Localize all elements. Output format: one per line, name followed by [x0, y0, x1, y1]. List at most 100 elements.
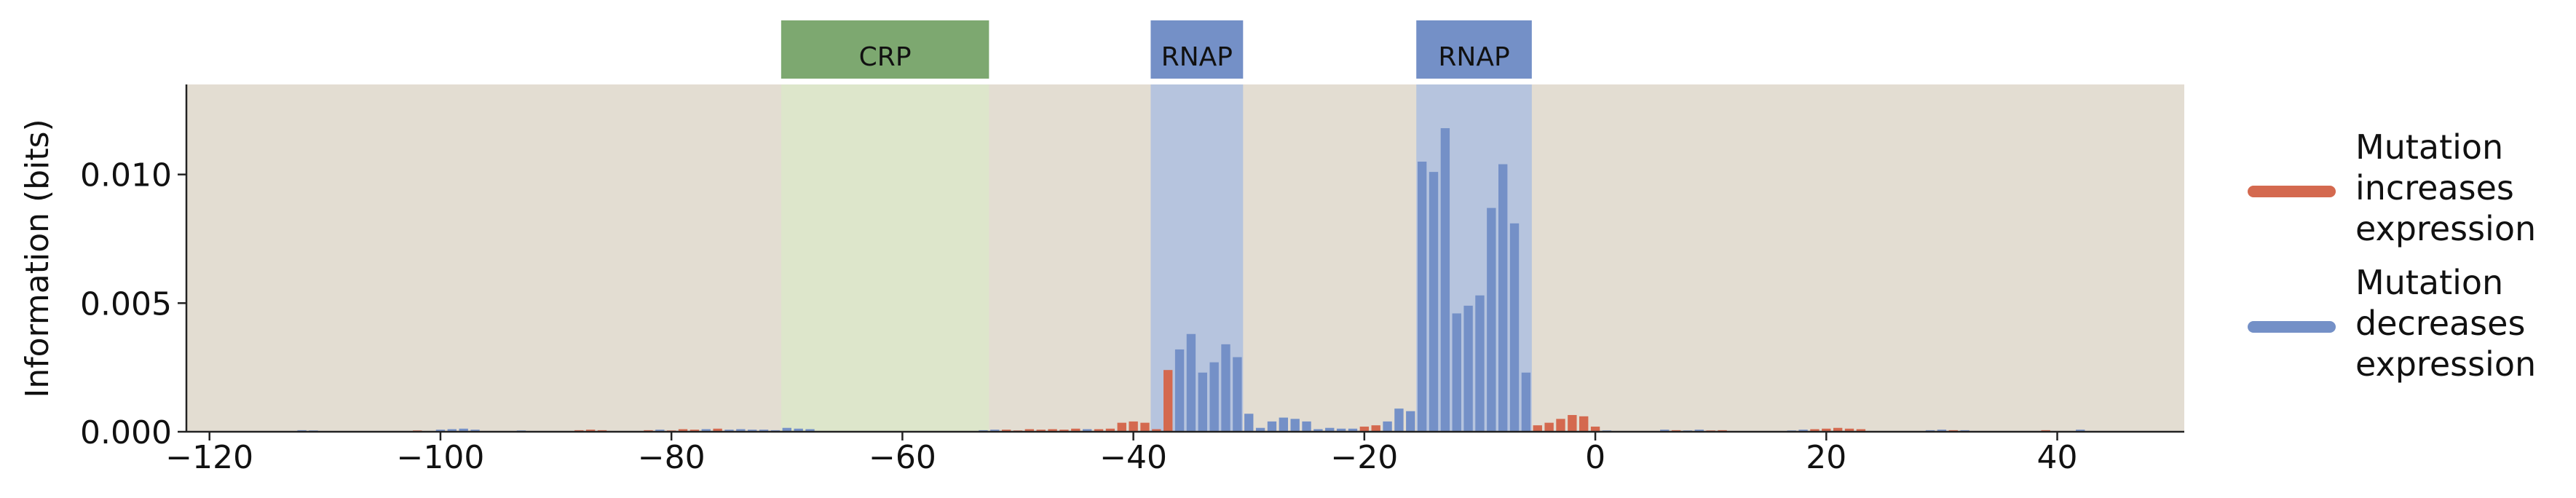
bar-decrease--68: [805, 429, 815, 432]
legend-label-increase: expression: [2355, 209, 2536, 248]
bar-increase--87: [585, 430, 596, 432]
bar-decrease--18: [1383, 421, 1392, 432]
bar-decrease--15: [1417, 162, 1427, 432]
bar-increase--37: [1163, 370, 1173, 432]
bar-decrease--69: [794, 428, 803, 432]
bar-decrease--72: [759, 430, 769, 432]
region-header-rnap-1: [1150, 20, 1244, 79]
region-label-rnap-1: RNAP: [1161, 42, 1233, 72]
bar-decrease--77: [701, 429, 711, 432]
bar-increase--3: [1556, 419, 1565, 432]
x-tick-label: −40: [1099, 439, 1167, 476]
bar-increase--40: [1129, 421, 1138, 432]
bar-decrease--26: [1290, 419, 1300, 432]
bar-decrease--12: [1452, 313, 1461, 432]
bar-decrease--22: [1336, 428, 1346, 432]
bar-decrease--24: [1313, 429, 1323, 432]
bars: [297, 128, 2085, 432]
bar-decrease--7: [1509, 223, 1520, 432]
bar-increase--42: [1105, 428, 1115, 432]
bar-increase-21: [1833, 427, 1843, 432]
legend-label-decrease: Mutation: [2355, 263, 2503, 302]
region-label-crp-0: CRP: [859, 42, 912, 72]
y-tick-label: 0.005: [80, 285, 172, 323]
bar-decrease--25: [1302, 421, 1311, 432]
bar-increase--78: [690, 430, 700, 432]
bar-increase-0: [1590, 426, 1600, 432]
bar-increase-22: [1844, 428, 1854, 432]
bar-decrease--97: [470, 430, 480, 432]
bar-decrease-30: [1937, 430, 1947, 432]
x-tick-label: −80: [638, 439, 706, 476]
bar-decrease-6: [1660, 430, 1670, 432]
bar-increase--48: [1036, 430, 1046, 432]
bar-decrease--23: [1325, 427, 1335, 432]
bar-decrease-42: [2076, 430, 2085, 432]
legend-label-increase: increases: [2355, 168, 2514, 208]
legend-label-decrease: expression: [2355, 344, 2536, 384]
x-tick-label: −100: [397, 439, 485, 476]
region-header-rnap-2: [1416, 20, 1532, 79]
bar-increase--5: [1533, 425, 1542, 432]
y-tick-label: 0.000: [80, 414, 172, 451]
bar-decrease-9: [1694, 430, 1704, 432]
bar-decrease--34: [1198, 372, 1207, 432]
x-axis: −120 −100 −80 −60 −40 −20 0 20 40: [165, 430, 2184, 476]
bar-increase--51: [1001, 430, 1011, 432]
bar-decrease--17: [1394, 408, 1404, 432]
bar-decrease--35: [1186, 333, 1196, 432]
bar-decrease--52: [990, 430, 1000, 432]
bar-decrease--73: [748, 430, 757, 432]
x-tick-label: −60: [869, 439, 936, 476]
bar-decrease--29: [1255, 427, 1265, 432]
bar-increase--41: [1117, 422, 1126, 432]
bar-increase-19: [1810, 429, 1820, 432]
legend-label-increase: Mutation: [2355, 127, 2503, 167]
bar-decrease--31: [1233, 357, 1242, 432]
region-headers: CRP RNAP RNAP: [781, 20, 1532, 79]
bar-decrease--75: [724, 430, 734, 432]
bar-increase--20: [1359, 426, 1370, 432]
bar-decrease--98: [459, 428, 468, 432]
bar-increase--46: [1059, 430, 1069, 432]
y-tick-label: 0.010: [80, 157, 172, 194]
region-header-crp-0: [781, 20, 989, 79]
bar-decrease--33: [1209, 362, 1219, 432]
bar-decrease--8: [1498, 164, 1508, 432]
y-axis-title: Information (bits): [19, 119, 56, 398]
bar-increase--76: [713, 428, 722, 432]
bar-decrease--21: [1348, 428, 1358, 432]
bar-decrease--81: [655, 430, 665, 432]
y-axis: 0.000 0.005 0.010: [80, 84, 188, 451]
bar-increase--49: [1024, 429, 1035, 432]
bar-increase--2: [1568, 415, 1577, 432]
bar-decrease--99: [447, 429, 457, 432]
bar-decrease-18: [1798, 430, 1808, 432]
bar-increase-20: [1822, 428, 1831, 432]
bar-increase--1: [1579, 416, 1589, 432]
legend: MutationincreasesexpressionMutationdecre…: [2248, 127, 2536, 384]
bar-increase--19: [1371, 425, 1380, 432]
bar-increase-23: [1856, 429, 1866, 432]
region-crp-0: [781, 84, 989, 432]
bar-increase--79: [678, 429, 688, 432]
bar-decrease--27: [1279, 417, 1289, 432]
bar-increase--4: [1544, 422, 1554, 432]
bar-decrease--74: [736, 429, 746, 432]
bar-decrease--100: [435, 430, 446, 432]
bar-decrease--44: [1082, 429, 1092, 432]
x-tick-label: 40: [2037, 439, 2078, 476]
bar-increase--47: [1048, 429, 1057, 432]
bar-decrease--28: [1267, 421, 1277, 432]
bar-decrease--9: [1487, 208, 1496, 432]
bar-decrease--30: [1244, 414, 1254, 432]
bar-decrease--70: [782, 427, 791, 432]
x-tick-label: −120: [165, 439, 253, 476]
bar-increase--39: [1140, 422, 1150, 432]
bar-decrease--10: [1475, 295, 1485, 432]
legend-label-decrease: decreases: [2355, 304, 2525, 343]
bar-decrease--32: [1221, 344, 1230, 432]
x-tick-label: 20: [1806, 439, 1846, 476]
x-tick-label: 0: [1585, 439, 1605, 476]
